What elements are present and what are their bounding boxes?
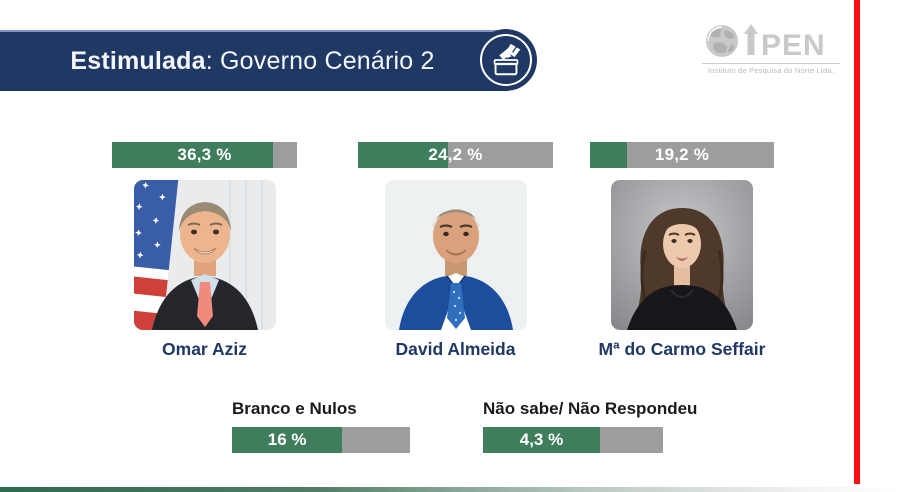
ipen-wordmark: PEN xyxy=(743,24,826,61)
portrait-david-almeida xyxy=(384,180,527,330)
result-bar-fill xyxy=(590,142,627,168)
bottom-green-line xyxy=(0,487,900,492)
page-title: Estimulada: Governo Cenário 2 xyxy=(70,47,434,76)
arrow-up-icon xyxy=(743,24,758,55)
red-accent-line xyxy=(854,0,860,484)
globe-icon xyxy=(705,25,738,57)
ballot-ring xyxy=(480,34,532,86)
svg-text:PEN: PEN xyxy=(761,29,826,61)
result-bar: 4,3 % xyxy=(483,427,663,453)
ipen-logo-row: PEN xyxy=(700,20,842,62)
result-value: 24,2 % xyxy=(428,145,483,164)
result-bar: 36,3 % xyxy=(112,142,297,168)
candidate-name: Omar Aziz xyxy=(162,339,247,359)
result-value: 16 % xyxy=(267,430,307,449)
logo-divider xyxy=(702,63,840,64)
candidate-card-david-almeida: 24,2 % xyxy=(358,142,553,360)
candidate-name: David Almeida xyxy=(395,339,516,359)
other-result-branco-nulos: Branco e Nulos 16 % xyxy=(232,399,410,453)
result-bar-fill xyxy=(112,142,273,168)
result-value: 4,3 % xyxy=(519,430,564,449)
result-bar-fill: 4,3 % xyxy=(483,427,600,453)
other-label: Branco e Nulos xyxy=(232,399,357,418)
logo-subtitle: Instituto de Pesquisa do Norte Ltda. xyxy=(707,66,835,75)
ballot-box-icon xyxy=(475,29,537,91)
other-label: Não sabe/ Não Respondeu xyxy=(483,399,698,418)
other-result-nao-sabe: Não sabe/ Não Respondeu 4,3 % xyxy=(483,399,698,453)
result-value: 19,2 % xyxy=(654,145,710,164)
candidate-card-carmo-seffair: 19,2 % xyxy=(590,142,774,360)
result-bar-fill: 16 % xyxy=(232,427,343,453)
ipen-logo: PEN Instituto de Pesquisa do Norte Ltda. xyxy=(700,20,842,75)
page-title-emphasis: Estimulada xyxy=(70,47,206,75)
header-bar: Estimulada: Governo Cenário 2 xyxy=(0,30,505,91)
result-bar: 24,2 % xyxy=(358,142,553,168)
result-bar: 19,2 % xyxy=(590,142,774,168)
page-title-rest: : Governo Cenário 2 xyxy=(205,47,435,75)
result-bar: 16 % xyxy=(232,427,410,453)
result-value: 36,3 % xyxy=(177,145,232,164)
portrait-omar-aziz xyxy=(133,180,276,330)
candidate-photo-omar-aziz xyxy=(133,180,276,330)
candidate-card-omar-aziz: 36,3 % xyxy=(112,142,297,360)
portrait-carmo-seffair xyxy=(611,180,753,330)
result-bar-fill xyxy=(358,142,448,168)
candidate-photo-carmo-seffair xyxy=(611,180,753,330)
candidate-name: Mª do Carmo Seffair xyxy=(598,339,766,359)
candidate-photo-david-almeida xyxy=(384,180,527,330)
